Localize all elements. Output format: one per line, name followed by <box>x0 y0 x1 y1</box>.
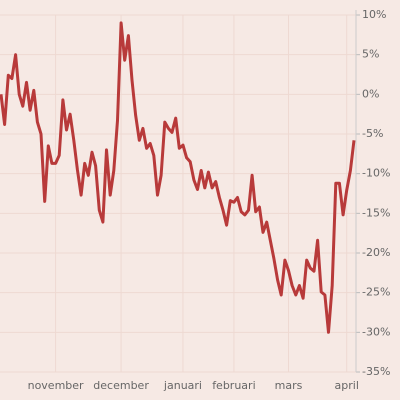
y-tick-label: -35% <box>362 365 390 378</box>
y-tick-label: 0% <box>362 87 379 100</box>
x-tick-label: november <box>28 379 84 392</box>
x-tick-label: mars <box>275 379 303 392</box>
x-tick-label: april <box>335 379 359 392</box>
x-tick-label: december <box>93 379 149 392</box>
line <box>0 21 356 334</box>
y-tick-label: -25% <box>362 286 390 299</box>
x-tick-label: januari <box>163 379 202 392</box>
y-tick-label: -10% <box>362 167 390 180</box>
y-tick-label: -30% <box>362 325 390 338</box>
y-tick-label: 10% <box>362 8 386 21</box>
y-tick-label: -20% <box>362 246 390 259</box>
y-tick-label: -5% <box>362 127 383 140</box>
x-tick-label: februari <box>212 379 255 392</box>
y-tick-label: -15% <box>362 206 390 219</box>
y-tick-label: 5% <box>362 48 379 61</box>
